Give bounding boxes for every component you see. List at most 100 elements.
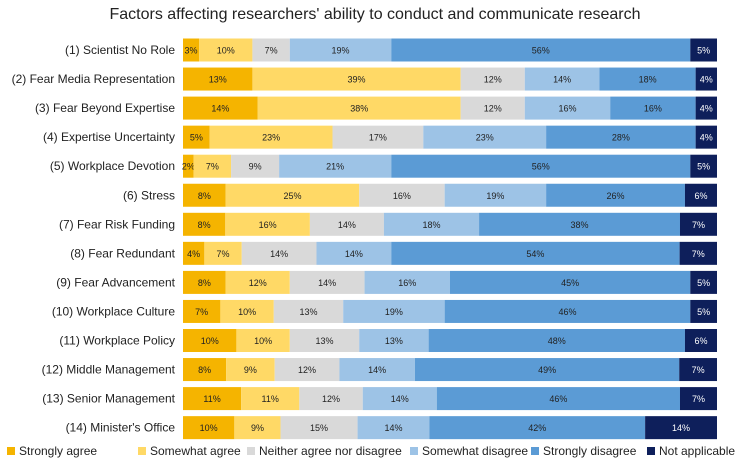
bar-segment: [679, 212, 717, 236]
data-label: 12%: [298, 365, 316, 375]
bar-segment: [436, 387, 680, 411]
legend-swatch: [138, 447, 146, 455]
bar-segment: [236, 329, 290, 352]
bar-segment: [414, 358, 680, 382]
bar-segment: [193, 154, 232, 178]
bar-segment: [429, 416, 646, 440]
legend: Strongly agree Somewhat agree Neither agre…: [7, 444, 735, 458]
bar-segment: [226, 358, 275, 382]
bar-segment: [241, 241, 317, 265]
data-label: 10%: [200, 423, 218, 433]
bar-segment: [684, 329, 717, 352]
data-label: 7%: [265, 46, 278, 56]
data-label: 14%: [391, 394, 409, 404]
data-label: 14%: [368, 365, 386, 375]
bar-segment: [225, 212, 310, 236]
bar-segment: [183, 154, 194, 178]
bar-segment: [273, 299, 344, 323]
bar-segment: [645, 416, 717, 440]
data-label: 9%: [249, 162, 262, 172]
data-label: 56%: [532, 46, 550, 56]
data-label: 4%: [700, 75, 713, 85]
data-label: 7%: [692, 365, 705, 375]
category-label: (3) Fear Beyond Expertise: [35, 101, 175, 115]
data-label: 18%: [422, 220, 440, 230]
bar-segment: [225, 183, 360, 207]
category-label: (2) Fear Media Representation: [12, 72, 175, 86]
chart-title: Factors affecting researchers' ability t…: [109, 6, 640, 23]
bar-segment: [695, 96, 717, 120]
data-label: 13%: [316, 336, 334, 346]
bar-segment: [599, 67, 696, 91]
data-label: 8%: [198, 220, 211, 230]
bar-segment: [332, 125, 424, 149]
legend-label: Not applicable: [659, 444, 735, 458]
legend-swatch: [410, 447, 418, 455]
bar-segment: [204, 241, 242, 265]
bars-group: 3% 10% 7% 19% 56% 5% 13% 39% 12% 14% 18% 4% 14% 38% 12…: [182, 38, 717, 440]
data-label: 7%: [217, 249, 230, 259]
data-label: 12%: [322, 394, 340, 404]
data-label: 10%: [217, 46, 235, 56]
data-label: 10%: [201, 336, 219, 346]
legend-swatch: [7, 447, 15, 455]
data-label: 18%: [639, 75, 657, 85]
bar-segment: [289, 270, 365, 294]
data-label: 7%: [692, 220, 705, 230]
bar-segment: [257, 96, 461, 120]
data-label: 7%: [206, 162, 219, 172]
data-label: 3%: [185, 46, 198, 56]
bar-segment: [690, 299, 717, 323]
bar-segment: [357, 416, 430, 440]
data-label: 5%: [697, 278, 710, 288]
bar-segment: [610, 96, 696, 120]
data-label: 25%: [283, 191, 301, 201]
bar-segment: [252, 38, 290, 62]
category-label: (5) Workplace Devotion: [50, 159, 175, 173]
bar-segment: [690, 38, 717, 62]
bar-segment: [391, 154, 691, 178]
data-label: 49%: [538, 365, 556, 375]
category-label: (10) Workplace Culture: [52, 304, 175, 318]
bar-segment: [460, 96, 525, 120]
data-label: 48%: [548, 336, 566, 346]
bar-segment: [391, 38, 691, 62]
bar-segment: [444, 299, 691, 323]
data-label: 15%: [310, 423, 328, 433]
data-label: 39%: [348, 75, 366, 85]
data-label: 19%: [486, 191, 504, 201]
data-label: 16%: [393, 191, 411, 201]
legend-label: Strongly disagree: [543, 444, 637, 458]
bar-segment: [274, 358, 340, 382]
bar-segment: [183, 270, 226, 294]
category-label: (14) Minister's Office: [66, 421, 176, 435]
data-label: 2%: [182, 162, 195, 172]
data-label: 8%: [198, 365, 211, 375]
data-label: 13%: [385, 336, 403, 346]
bar-segment: [183, 358, 227, 382]
bar-segment: [339, 358, 415, 382]
data-label: 4%: [187, 249, 200, 259]
bar-segment: [225, 270, 290, 294]
data-label: 12%: [484, 75, 502, 85]
data-label: 38%: [571, 220, 589, 230]
legend-swatch: [531, 447, 539, 455]
data-label: 45%: [561, 278, 579, 288]
bar-segment: [546, 125, 696, 149]
data-label: 54%: [526, 249, 544, 259]
data-label: 21%: [326, 162, 344, 172]
category-label: (1) Scientist No Role: [65, 43, 175, 57]
bar-segment: [359, 329, 429, 352]
bar-segment: [209, 125, 333, 149]
bar-segment: [183, 212, 226, 236]
bar-segment: [280, 416, 358, 440]
category-label: (12) Middle Management: [42, 363, 176, 377]
data-label: 6%: [694, 191, 707, 201]
data-label: 10%: [254, 336, 272, 346]
bar-segment: [183, 299, 221, 323]
category-label: (7) Fear Risk Funding: [59, 217, 175, 231]
bar-segment: [241, 387, 300, 411]
data-label: 19%: [332, 46, 350, 56]
data-label: 14%: [270, 249, 288, 259]
